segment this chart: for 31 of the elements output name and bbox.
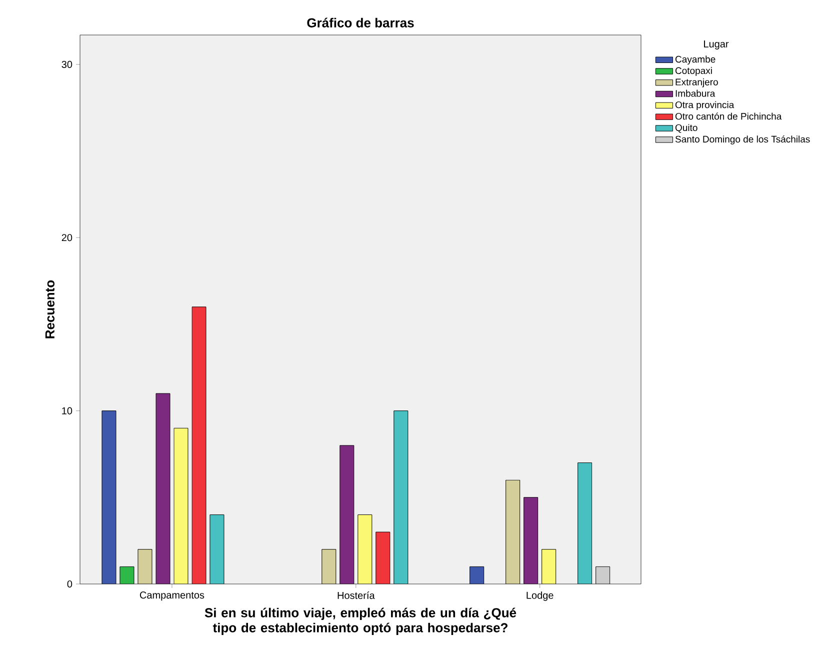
bar [322, 549, 336, 584]
y-tick-label: 30 [62, 60, 72, 68]
bar [156, 393, 170, 584]
legend-label: Extranjero [676, 78, 718, 88]
legend-label: Santo Domingo de los Tsáchilas [675, 135, 810, 144]
y-tick-label: 10 [62, 407, 72, 414]
legend-label: Otro cantón de Pichincha [675, 112, 782, 120]
chart-title: Gráfico de barras [307, 18, 414, 28]
y-axis-title: Recuento [45, 280, 54, 338]
bar [506, 480, 520, 584]
y-tick-label: 0 [67, 580, 72, 588]
bar [138, 549, 152, 584]
legend-title: Lugar [704, 40, 729, 50]
bar [394, 410, 408, 584]
x-tick-label: Lodge [526, 592, 554, 601]
x-tick-label: Hostería [338, 592, 375, 599]
bar [358, 514, 372, 584]
bar [210, 514, 224, 584]
y-tick-label: 20 [62, 234, 72, 242]
x-tick-label: Campamentos [140, 592, 204, 601]
legend-label: Cayambe [675, 56, 716, 65]
bar [174, 428, 188, 584]
bar [542, 549, 556, 584]
legend-label: Imbabura [676, 90, 716, 97]
x-axis-title: Si en su último viaje, empleó más de un día ¿Qué tipo de establecimiento optó para hospedarse? [204, 608, 516, 635]
bar [578, 462, 592, 584]
legend-label: Cotopaxi [675, 67, 712, 76]
bar [524, 497, 538, 584]
legend-label: Otra provincia [675, 101, 734, 110]
bar [340, 445, 354, 584]
legend-label: Quito [675, 124, 698, 133]
